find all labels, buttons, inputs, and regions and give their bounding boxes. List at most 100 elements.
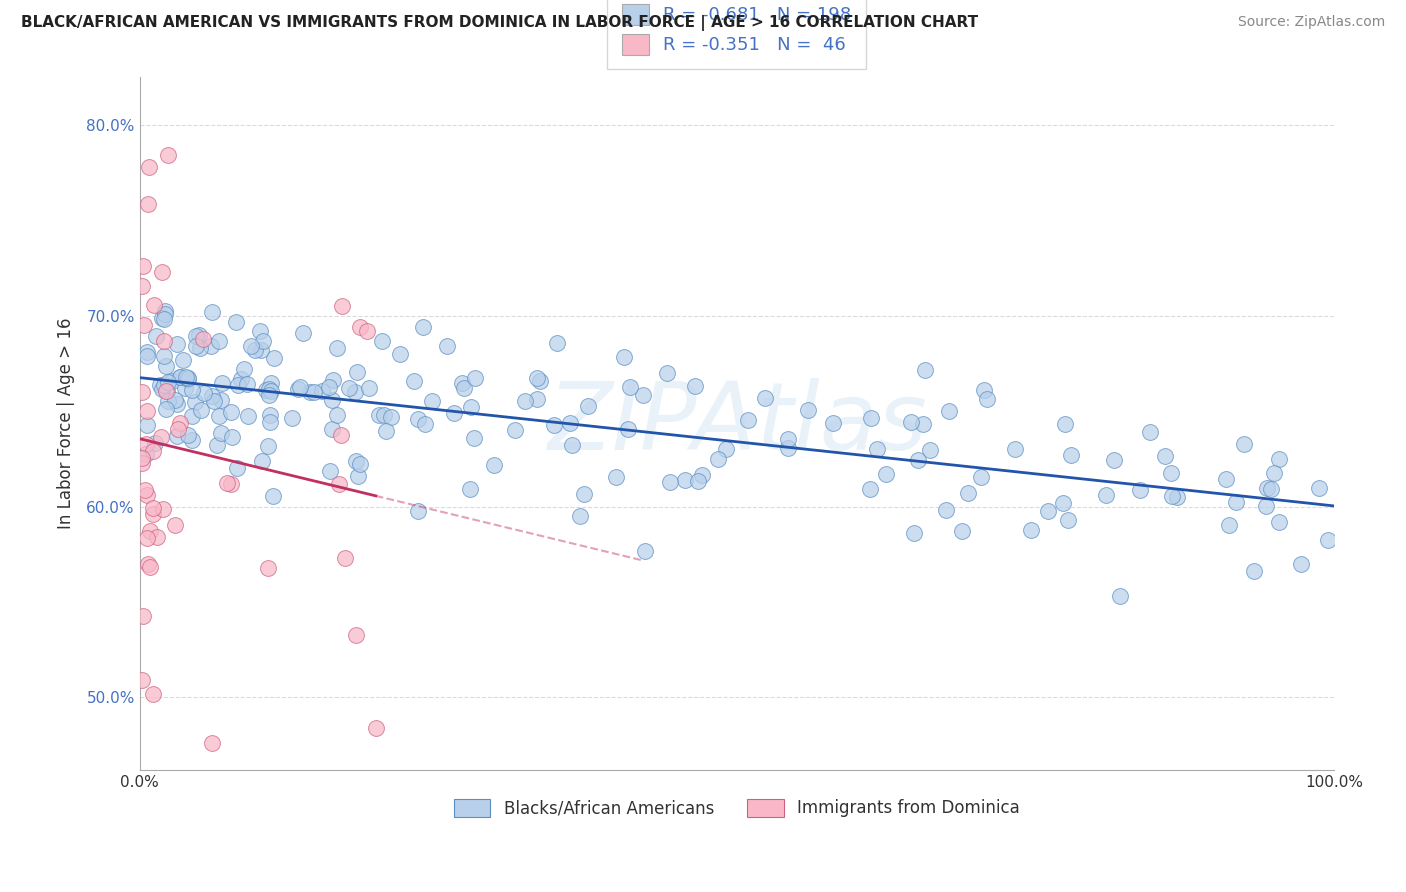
- Point: [918, 443, 941, 458]
- Point: [526, 370, 548, 384]
- Point: [139, 524, 162, 538]
- Point: [776, 432, 799, 446]
- Point: [914, 363, 936, 377]
- Point: [368, 409, 391, 423]
- Point: [326, 341, 349, 355]
- Point: [177, 372, 200, 386]
- Point: [1233, 437, 1256, 451]
- Point: [1154, 449, 1177, 463]
- Point: [659, 475, 682, 490]
- Point: [322, 373, 344, 387]
- Point: [254, 383, 277, 397]
- Point: [236, 409, 259, 423]
- Point: [737, 413, 759, 427]
- Point: [155, 384, 177, 399]
- Point: [173, 381, 195, 395]
- Point: [207, 438, 229, 452]
- Point: [690, 467, 713, 482]
- Point: [406, 412, 429, 426]
- Point: [138, 161, 160, 175]
- Point: [280, 410, 302, 425]
- Point: [228, 378, 250, 392]
- Point: [138, 559, 160, 574]
- Point: [135, 418, 157, 433]
- Point: [318, 379, 340, 393]
- Point: [686, 474, 709, 488]
- Point: [1308, 481, 1330, 495]
- Point: [131, 384, 153, 399]
- Point: [262, 489, 284, 503]
- Point: [1254, 499, 1277, 513]
- Point: [413, 417, 436, 431]
- Point: [859, 482, 882, 496]
- Point: [156, 384, 179, 398]
- Point: [184, 395, 207, 409]
- Point: [186, 329, 208, 343]
- Point: [484, 458, 506, 472]
- Point: [1267, 452, 1289, 467]
- Point: [404, 374, 426, 388]
- Point: [356, 324, 378, 338]
- Point: [257, 561, 280, 575]
- Point: [451, 376, 474, 390]
- Point: [866, 442, 889, 456]
- Point: [302, 384, 325, 399]
- Point: [1316, 533, 1339, 547]
- Point: [343, 385, 366, 400]
- Point: [131, 456, 153, 470]
- Point: [142, 507, 165, 521]
- Point: [136, 404, 159, 418]
- Point: [259, 384, 281, 398]
- Point: [166, 397, 188, 411]
- Point: [136, 344, 159, 359]
- Point: [215, 475, 238, 490]
- Point: [177, 371, 200, 385]
- Point: [155, 359, 177, 373]
- Point: [256, 439, 278, 453]
- Point: [1263, 467, 1285, 481]
- Point: [321, 393, 343, 408]
- Point: [260, 376, 283, 390]
- Point: [422, 394, 444, 409]
- Point: [311, 384, 333, 398]
- Point: [225, 315, 247, 329]
- Point: [970, 470, 993, 484]
- Point: [209, 393, 232, 408]
- Point: [373, 409, 395, 423]
- Point: [1057, 513, 1080, 527]
- Point: [655, 366, 678, 380]
- Point: [219, 405, 242, 419]
- Point: [207, 334, 229, 348]
- Point: [349, 457, 371, 471]
- Point: [221, 477, 243, 491]
- Point: [1052, 496, 1074, 510]
- Point: [155, 401, 177, 416]
- Point: [344, 628, 367, 642]
- Point: [1004, 442, 1026, 457]
- Point: [1218, 517, 1240, 532]
- Point: [145, 329, 167, 343]
- Point: [174, 370, 197, 384]
- Point: [333, 551, 356, 566]
- Point: [290, 380, 312, 394]
- Point: [157, 375, 180, 389]
- Point: [142, 500, 165, 515]
- Point: [503, 423, 526, 437]
- Point: [259, 388, 281, 402]
- Point: [136, 197, 159, 211]
- Point: [526, 392, 548, 406]
- Point: [132, 609, 155, 624]
- Point: [180, 384, 202, 398]
- Point: [259, 382, 281, 396]
- Point: [209, 426, 232, 441]
- Point: [860, 410, 883, 425]
- Point: [292, 326, 315, 340]
- Point: [150, 430, 173, 444]
- Point: [337, 381, 360, 395]
- Point: [152, 334, 174, 348]
- Point: [673, 473, 696, 487]
- Point: [145, 435, 167, 450]
- Point: [706, 451, 728, 466]
- Point: [157, 394, 180, 409]
- Point: [142, 687, 165, 701]
